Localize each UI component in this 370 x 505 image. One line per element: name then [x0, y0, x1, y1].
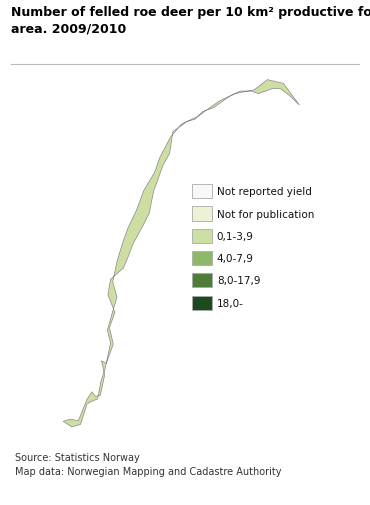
Text: Not for publication: Not for publication — [217, 209, 314, 219]
Polygon shape — [63, 80, 299, 427]
Text: 18,0-: 18,0- — [217, 298, 244, 308]
Text: Not reported yield: Not reported yield — [217, 187, 312, 197]
Text: 0,1-3,9: 0,1-3,9 — [217, 231, 254, 241]
Text: Source: Statistics Norway
Map data: Norwegian Mapping and Cadastre Authority: Source: Statistics Norway Map data: Norw… — [15, 452, 281, 476]
Text: Number of felled roe deer per 10 km² productive forest
area. 2009/2010: Number of felled roe deer per 10 km² pro… — [11, 6, 370, 35]
Text: 4,0-7,9: 4,0-7,9 — [217, 254, 254, 264]
Text: 8,0-17,9: 8,0-17,9 — [217, 276, 260, 286]
